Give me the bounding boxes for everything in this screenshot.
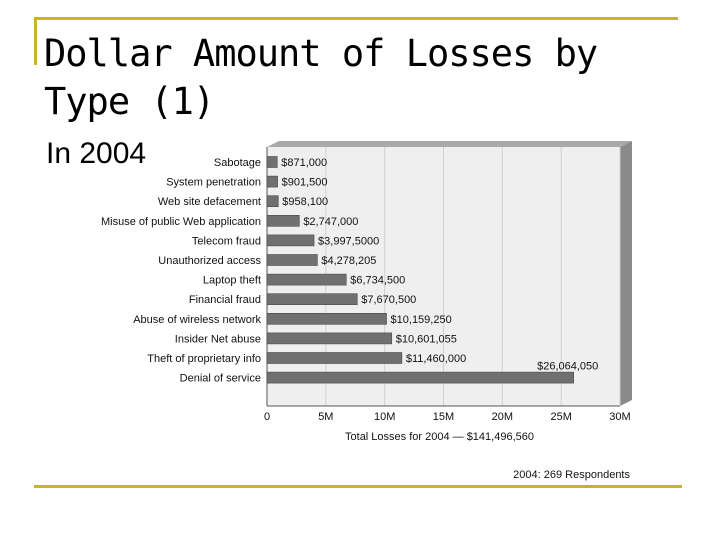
category-label-8: Abuse of wireless network — [133, 314, 261, 326]
bar-3 — [266, 215, 300, 227]
data-label-4: $3,997,5000 — [318, 235, 379, 247]
bar-7 — [266, 293, 358, 305]
x-tick-label-0: 0 — [264, 411, 270, 423]
x-tick-label-6: 30M — [609, 411, 630, 423]
slide-frame-left-line — [34, 17, 37, 65]
category-label-5: Unauthorized access — [158, 255, 261, 267]
slide-frame-bottom-line — [34, 485, 682, 488]
plot-frame-right — [620, 141, 632, 406]
category-label-4: Telecom fraud — [192, 235, 261, 247]
bar-5 — [266, 254, 318, 266]
data-label-8: $10,159,250 — [391, 314, 452, 326]
bar-2 — [266, 195, 279, 207]
losses-bar-chart: Sabotage $871,000 System penetration $901,5… — [101, 141, 632, 481]
data-label-9: $10,601,055 — [396, 333, 457, 345]
category-label-0: Sabotage — [214, 157, 261, 169]
slide-subtitle: In 2004 — [46, 137, 147, 170]
slide-title: Dollar Amount of Losses by Type (1) — [44, 32, 598, 123]
data-label-5: $4,278,205 — [321, 255, 376, 267]
bar-8 — [266, 313, 387, 325]
x-tick-label-4: 20M — [492, 411, 513, 423]
bar-6 — [266, 273, 347, 286]
bar-4 — [266, 234, 315, 247]
category-label-2: Web site defacement — [158, 196, 261, 208]
data-label-2: $958,100 — [282, 196, 328, 208]
data-label-7: $7,670,500 — [361, 294, 416, 306]
data-label-6: $6,734,500 — [350, 275, 405, 287]
x-tick-label-1: 5M — [318, 411, 333, 423]
category-label-10: Theft of proprietary info — [147, 353, 261, 365]
plot-frame-top — [267, 141, 632, 147]
bar-9 — [266, 332, 393, 345]
category-label-7: Financial fraud — [189, 294, 261, 306]
data-label-10: $11,460,000 — [406, 353, 466, 365]
data-label-1: $901,500 — [282, 177, 328, 189]
x-tick-label-2: 10M — [374, 411, 395, 423]
category-label-3: Misuse of public Web application — [101, 216, 261, 228]
bar-10 — [266, 352, 403, 364]
data-label-0: $871,000 — [281, 157, 327, 169]
bar-0 — [266, 156, 278, 168]
category-label-1: System penetration — [166, 177, 261, 189]
slide-frame-top-line — [34, 17, 678, 20]
category-label-6: Laptop theft — [203, 275, 261, 287]
category-label-11: Denial of service — [180, 373, 261, 385]
x-axis-title: Total Losses for 2004 — $141,496,560 — [345, 431, 534, 443]
x-tick-label-3: 15M — [433, 411, 454, 423]
data-label-3: $2,747,000 — [303, 216, 358, 228]
respondents-footnote: 2004: 269 Respondents — [513, 469, 630, 481]
x-tick-label-5: 25M — [550, 411, 571, 423]
bar-1 — [266, 175, 278, 188]
category-label-9: Insider Net abuse — [175, 333, 261, 345]
bar-11 — [266, 371, 574, 384]
data-label-11: $26,064,050 — [537, 361, 598, 373]
